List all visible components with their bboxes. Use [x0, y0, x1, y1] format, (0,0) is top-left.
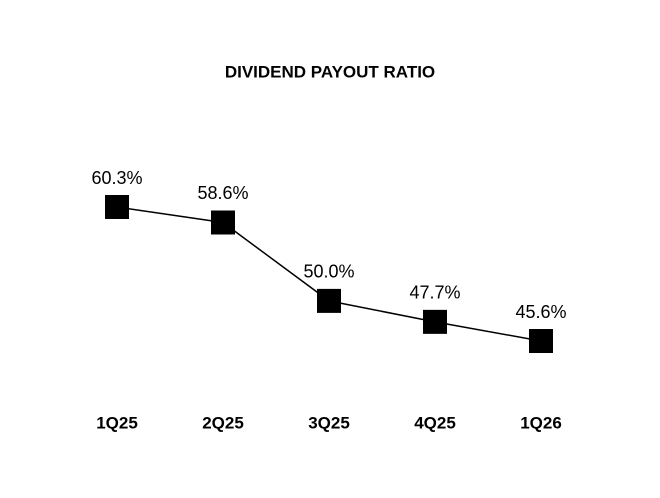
value-label: 58.6%	[197, 183, 248, 203]
marker	[317, 288, 341, 313]
marker	[105, 195, 129, 219]
x-tick-label: 4Q25	[414, 413, 456, 432]
x-tick-label: 1Q26	[520, 413, 562, 432]
marker	[529, 329, 553, 353]
x-tick-label: 2Q25	[202, 413, 244, 432]
chart-title: DIVIDEND PAYOUT RATIO	[225, 62, 435, 81]
value-label: 50.0%	[303, 262, 354, 282]
marker	[423, 309, 447, 334]
value-label: 47.7%	[409, 283, 460, 303]
value-label: 45.6%	[515, 302, 566, 322]
x-tick-label: 3Q25	[308, 413, 350, 432]
marker	[211, 210, 235, 235]
x-tick-label: 1Q25	[96, 413, 138, 432]
value-label: 60.3%	[91, 168, 142, 188]
